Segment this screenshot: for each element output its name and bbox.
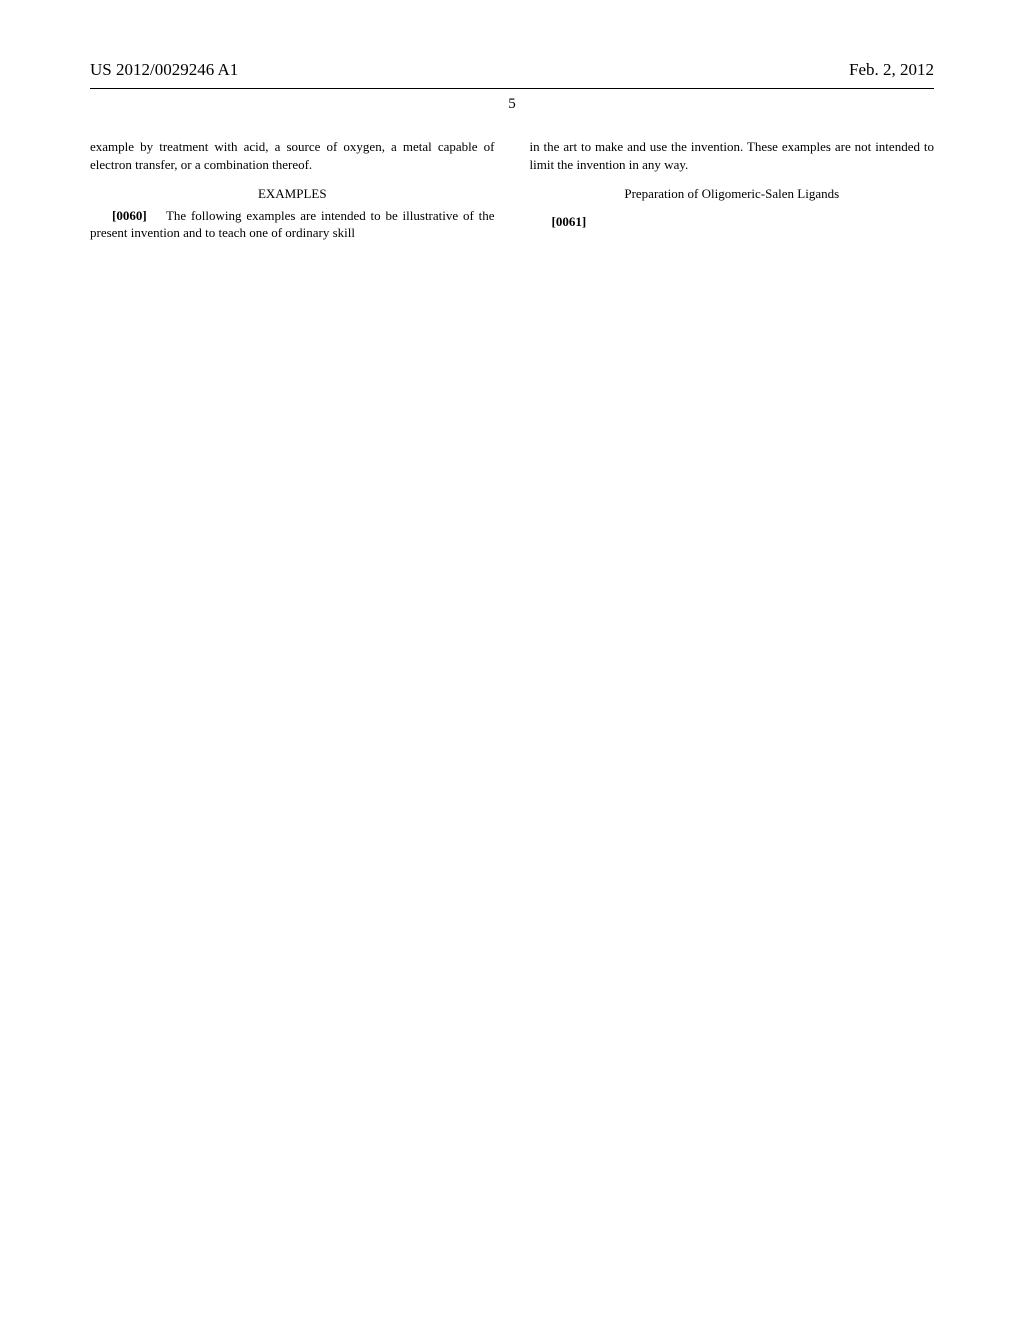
para-spacer: [147, 208, 166, 223]
content-columns: example by treatment with acid, a source…: [90, 138, 934, 254]
paragraph-number-0061: [0061]: [552, 214, 587, 229]
publication-date: Feb. 2, 2012: [849, 60, 934, 80]
continuation-paragraph-right: in the art to make and use the invention…: [530, 138, 935, 173]
paragraph-0061: [0061]: [530, 213, 935, 231]
patent-page: US 2012/0029246 A1 Feb. 2, 2012 5 exampl…: [0, 0, 1024, 314]
preparation-heading: Preparation of Oligomeric-Salen Ligands: [530, 185, 935, 203]
examples-heading: EXAMPLES: [90, 185, 495, 203]
continuation-paragraph: example by treatment with acid, a source…: [90, 138, 495, 173]
paragraph-0060: [0060] The following examples are intend…: [90, 207, 495, 242]
paragraph-number: [0060]: [112, 208, 147, 223]
page-header: US 2012/0029246 A1 Feb. 2, 2012: [90, 60, 934, 80]
right-column: in the art to make and use the invention…: [530, 138, 935, 254]
page-number: 5: [90, 96, 934, 113]
header-divider: [90, 88, 934, 89]
left-column: example by treatment with acid, a source…: [90, 138, 495, 254]
publication-number: US 2012/0029246 A1: [90, 60, 238, 80]
